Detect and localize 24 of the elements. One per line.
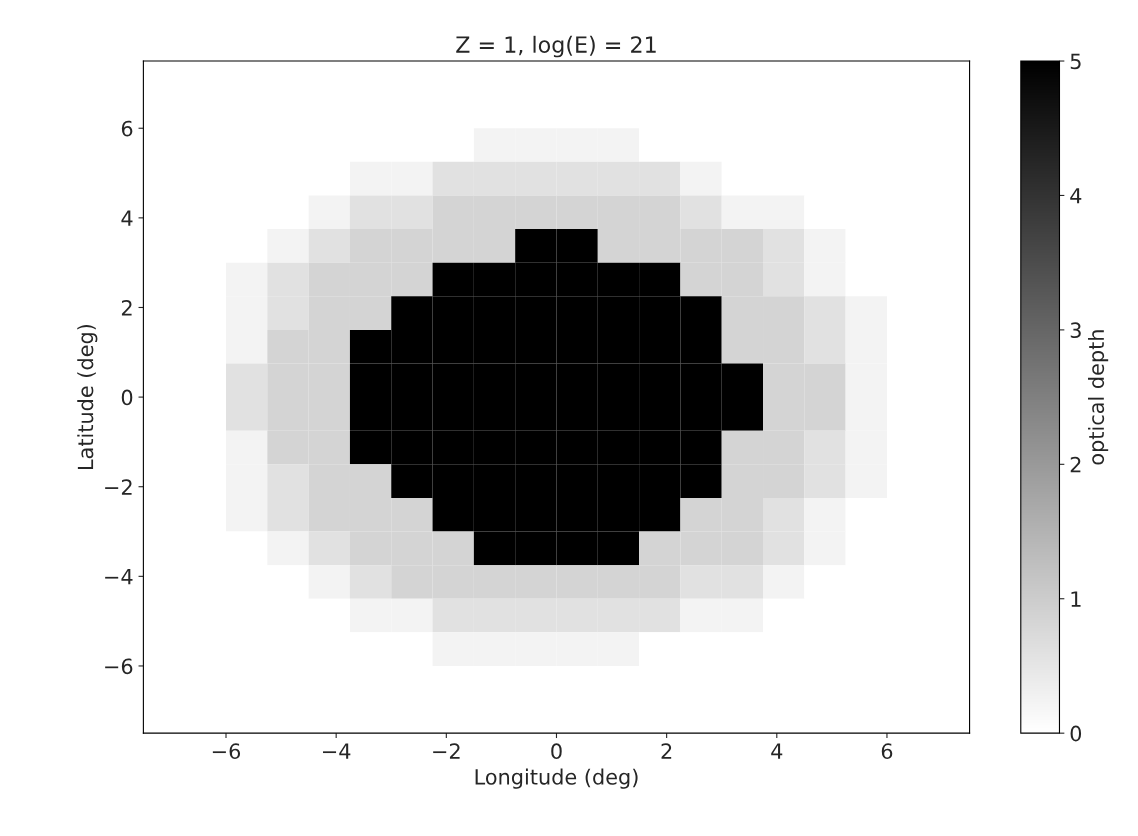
x-tick-label: −6: [212, 743, 241, 760]
y-axis-title: Latitude (deg): [77, 324, 98, 469]
y-tick-label: 6: [121, 120, 133, 137]
color-bar-label: 3: [1070, 322, 1081, 339]
color-bar-label: 5: [1070, 53, 1081, 70]
y-tick-label: 2: [121, 299, 132, 316]
color-bar-label: 4: [1070, 188, 1082, 204]
y-tick-label: −4: [105, 569, 133, 585]
color-bar-title: optical depth: [1088, 330, 1109, 465]
x-tick-label: 0: [551, 743, 562, 760]
color-bar-label: 1: [1071, 591, 1081, 607]
x-axis-title: Longitude (deg): [475, 768, 638, 789]
y-tick-label: −6: [105, 658, 133, 675]
x-tick-label: 6: [881, 743, 893, 760]
x-tick-label: −2: [433, 743, 460, 759]
x-tick-label: 4: [771, 743, 783, 759]
chart-title: Z = 1, log(E) = 21: [456, 35, 656, 58]
y-tick-label: 4: [121, 210, 133, 226]
color-bar-label: 2: [1070, 456, 1081, 473]
color-bar-label: 0: [1070, 725, 1082, 742]
x-tick-label: 2: [661, 743, 672, 759]
y-tick-label: 0: [121, 389, 133, 406]
y-tick-label: −2: [105, 479, 132, 495]
x-tick-label: −4: [323, 743, 351, 759]
